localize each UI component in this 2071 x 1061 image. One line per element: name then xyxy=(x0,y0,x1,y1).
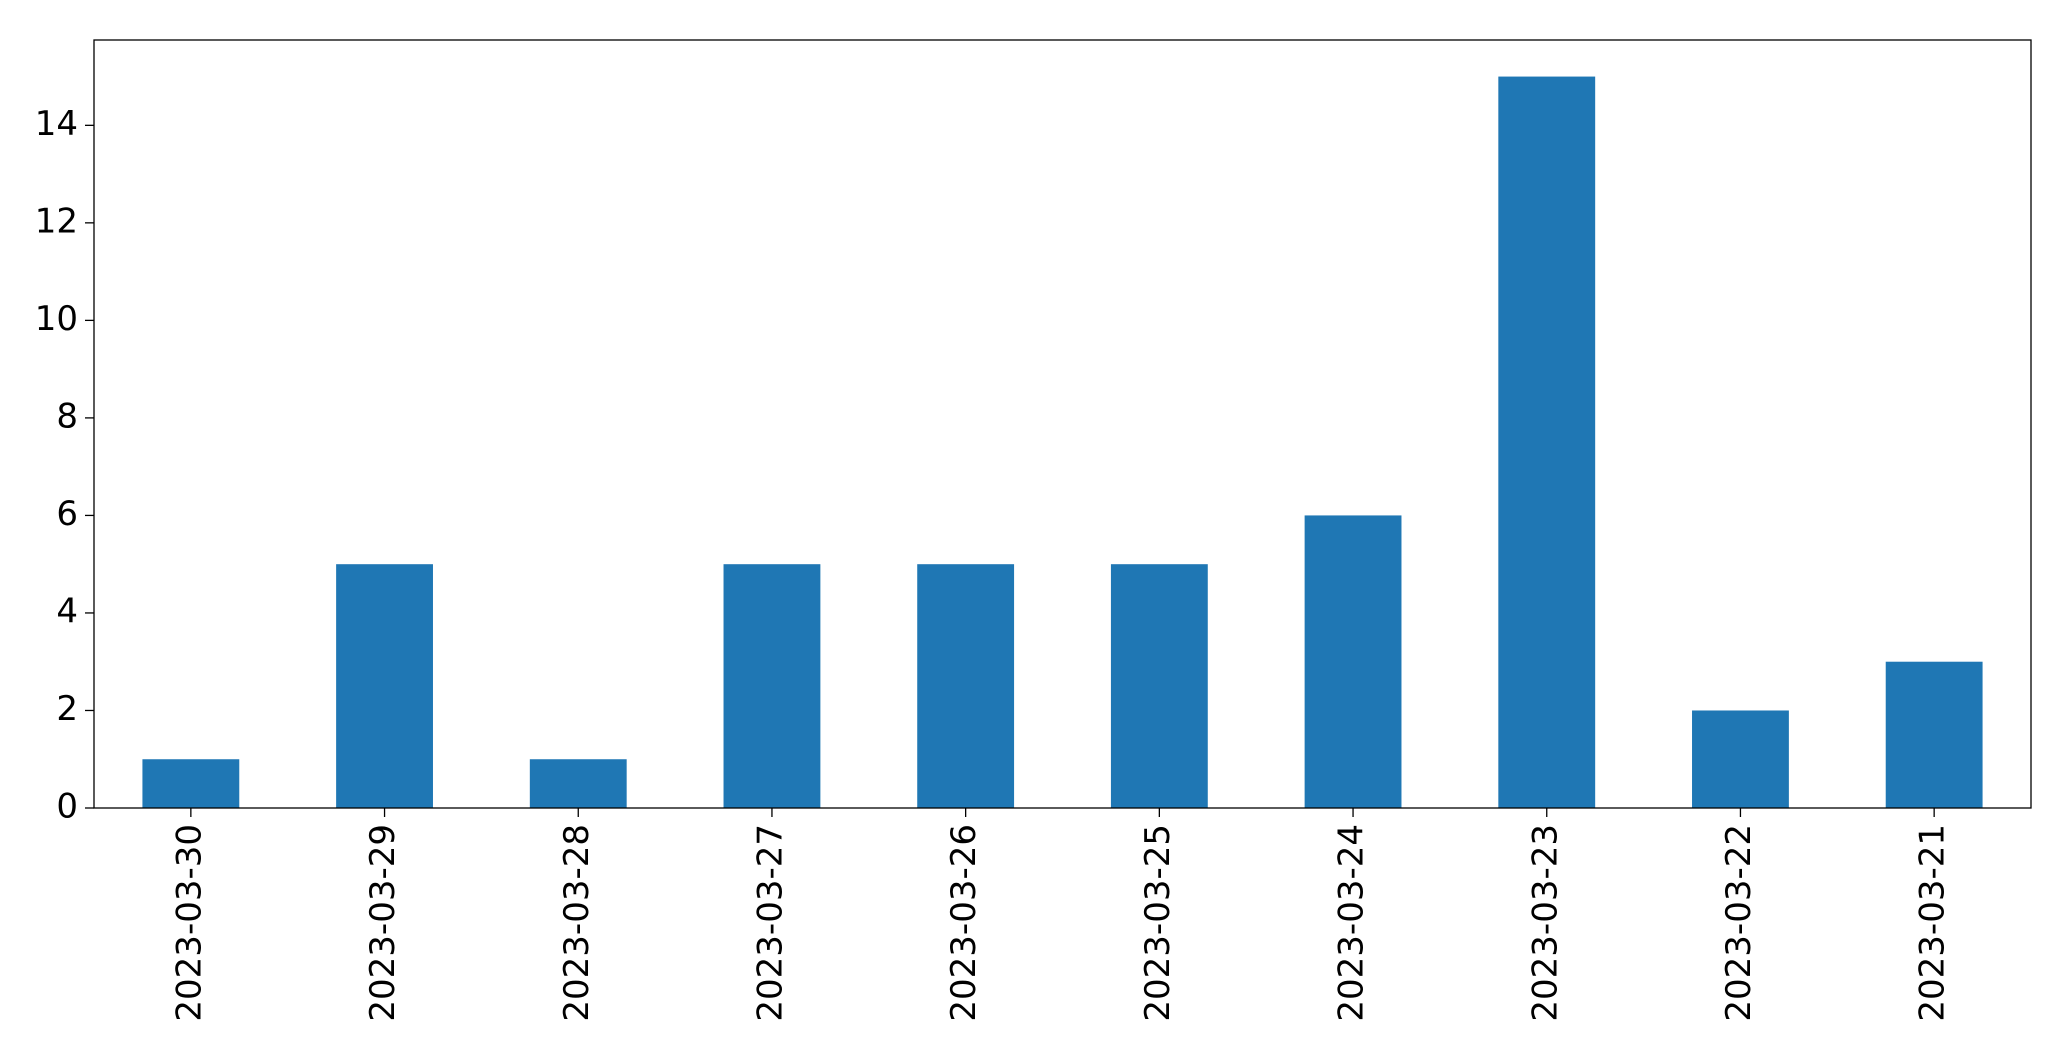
x-tick-label: 2023-03-24 xyxy=(1332,824,1372,1022)
y-tick-label: 12 xyxy=(35,201,78,241)
y-tick-label: 6 xyxy=(56,494,78,534)
bar xyxy=(142,759,240,808)
bar xyxy=(917,564,1015,808)
bar xyxy=(1304,515,1402,808)
y-tick-label: 0 xyxy=(56,787,78,827)
bar xyxy=(1110,564,1208,808)
y-tick-label: 4 xyxy=(56,591,78,631)
x-tick-label: 2023-03-25 xyxy=(1138,824,1178,1022)
bar xyxy=(1692,710,1789,808)
y-tick-label: 8 xyxy=(56,396,78,436)
x-tick-label: 2023-03-28 xyxy=(557,824,597,1022)
y-tick-label: 10 xyxy=(35,299,78,339)
x-tick-label: 2023-03-22 xyxy=(1719,824,1759,1022)
bar xyxy=(529,759,627,808)
bar xyxy=(1498,76,1596,809)
bar xyxy=(723,564,821,808)
x-tick-label: 2023-03-29 xyxy=(363,824,403,1022)
y-tick-label: 14 xyxy=(35,104,78,144)
x-tick-label: 2023-03-23 xyxy=(1525,824,1565,1022)
bar xyxy=(1885,661,1983,808)
x-tick-label: 2023-03-27 xyxy=(750,824,790,1022)
x-tick-label: 2023-03-21 xyxy=(1913,824,1953,1022)
plot-frame xyxy=(93,39,2032,809)
y-tick-label: 2 xyxy=(56,689,78,729)
bar xyxy=(336,564,433,808)
x-tick-label: 2023-03-26 xyxy=(944,824,984,1022)
x-tick-label: 2023-03-30 xyxy=(169,824,209,1022)
